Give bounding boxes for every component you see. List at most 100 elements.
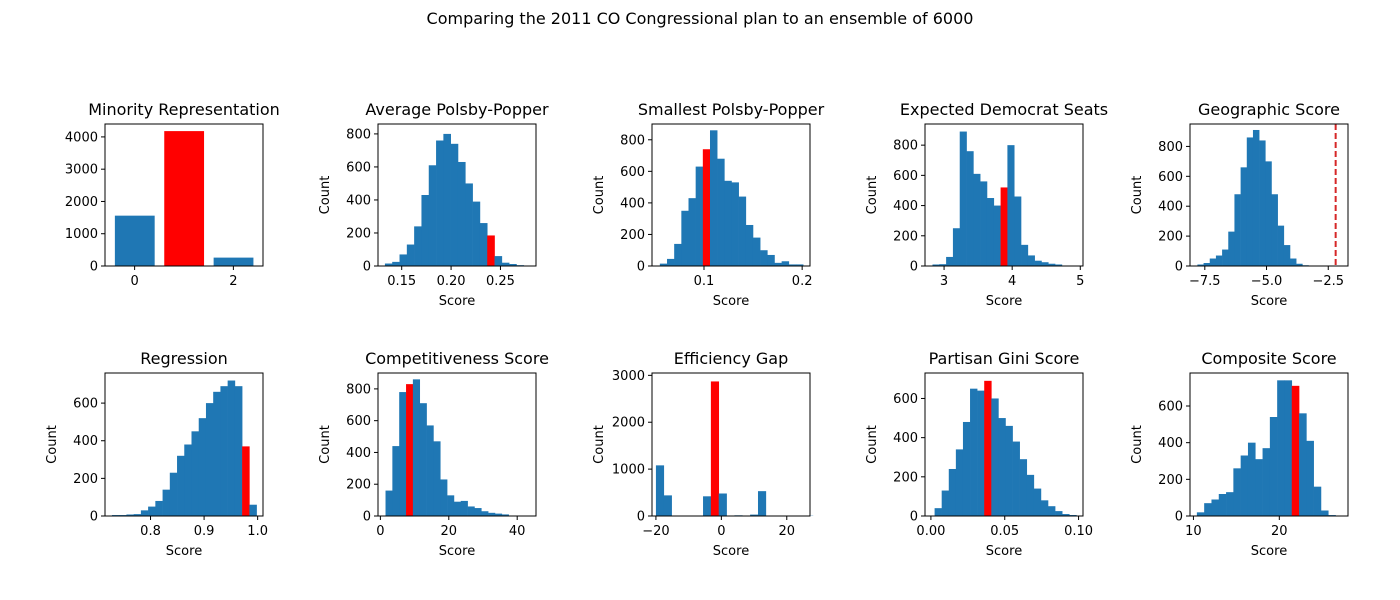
histogram-bar [1215,255,1223,266]
histogram-bar [941,490,950,516]
x-axis-label: Score [439,544,475,559]
x-tick-label: 0 [376,524,384,539]
histogram-bar [1277,225,1285,266]
axes-frame [651,123,811,267]
x-tick-label: 5 [1076,274,1084,289]
histogram-bar [426,425,434,516]
histogram-bar [443,133,451,266]
histogram-bar [1012,441,1020,516]
y-tick-label: 400 [1158,436,1183,451]
histogram-bar [709,130,718,266]
histogram-bar [509,264,517,266]
x-tick-label: −20 [642,524,669,539]
subplot-2: 0.15 0.20 0.25 0 200 400 600 800 Average Polsby-… [318,100,549,309]
histogram-bar [447,495,455,516]
histogram-bar [467,506,475,516]
y-tick-label: 600 [73,397,98,412]
histogram-bar [760,250,768,266]
histogram-bar [169,472,178,516]
histogram-bar [991,398,999,516]
histogram-bar [970,388,978,516]
histogram-bar [481,511,489,516]
histogram-bar [1041,262,1049,266]
y-axis-label: Count [1130,425,1145,464]
y-tick-label: 0 [363,260,371,275]
histogram-bar [998,418,1006,516]
y-tick-label: 600 [893,392,918,407]
y-axis-label: Count [592,176,607,215]
y-tick-label: 2000 [65,195,98,210]
x-tick-label: 0.05 [990,524,1019,539]
histogram-bar [717,158,725,266]
subplot-title: Composite Score [1201,349,1336,368]
histogram-bar [1259,140,1266,266]
histogram-bar [501,514,509,516]
histogram-bar [986,198,995,266]
x-tick-label: 20 [441,524,458,539]
plan-bar [1000,187,1008,266]
y-tick-label: 200 [346,478,371,493]
subplot-title: Competitiveness Score [365,349,549,368]
x-tick-label: 0.10 [1064,524,1093,539]
x-tick-label: −7.5 [1189,274,1221,289]
y-tick-label: 200 [1158,230,1183,245]
histogram-bar [1021,244,1029,266]
histogram-bar [1262,448,1271,516]
histogram-bar [752,237,761,266]
histogram-bar [1055,264,1063,266]
histogram-bar [392,446,400,516]
x-tick-label: 3 [940,274,948,289]
histogram-bar [399,392,407,516]
plan-bar [710,381,720,516]
histogram-bar [1203,263,1211,266]
histogram-bar [977,390,985,516]
histogram-bar [474,508,482,516]
histogram-bar [980,181,988,266]
y-tick-label: 2000 [612,416,645,431]
y-tick-label: 400 [620,196,645,211]
y-tick-label: 0 [637,510,645,525]
histogram-bar [674,243,682,266]
histogram-bar [1026,474,1035,516]
histogram-bar [399,254,408,266]
histogram-bar [162,489,171,516]
histogram-bar [406,244,415,266]
histogram-bar [1306,440,1314,516]
x-tick-label: 0.8 [140,524,161,539]
x-tick-label: 20 [779,524,796,539]
y-tick-label: 0 [90,260,98,275]
subplot-5: −7.5 −5.0 −2.5 0 200 400 600 800 Geographic Scor… [1130,100,1349,309]
plan-bar [164,131,205,266]
histogram-bar [1218,494,1227,516]
y-axis-label: Count [318,176,333,215]
axes-frame [104,123,264,267]
histogram-bar [750,514,759,516]
histogram-bar [1228,231,1235,266]
histogram-bar [1233,468,1241,516]
y-tick-label: 0 [363,510,371,525]
y-tick-label: 200 [73,472,98,487]
subplot-title: Expected Democrat Seats [900,100,1108,119]
histogram-bar [436,140,444,266]
y-tick-label: 0 [637,260,645,275]
histogram-bar [460,500,468,516]
y-axis-label: Count [1130,176,1145,215]
subplot-title: Minority Representation [88,100,280,119]
axes-frame [104,372,264,517]
x-tick-label: −5.0 [1251,274,1283,289]
x-axis-label: Score [986,544,1022,559]
histogram-bar [1283,245,1291,266]
y-axis-label: Count [45,425,60,464]
histogram-bar [659,263,668,266]
histogram-bar [1269,417,1278,516]
subplot-6: 0.8 0.9 1.0 0 200 400 600 Regression Score Count [45,349,268,559]
x-tick-label: 0.9 [194,524,215,539]
histogram-bar [993,205,1001,266]
histogram-bar [419,403,427,516]
histogram-bar [133,514,142,516]
histogram-bar [414,226,422,266]
y-tick-label: 600 [346,160,371,175]
histogram-bar [457,161,466,266]
histogram-bar [421,195,430,266]
